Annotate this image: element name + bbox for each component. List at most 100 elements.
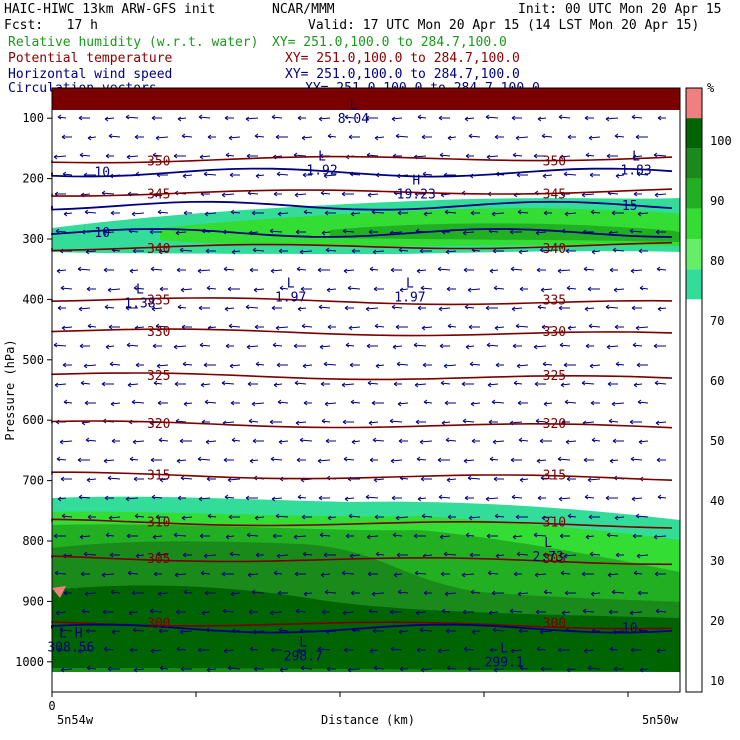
vector-arrow <box>347 667 361 673</box>
vector-arrow <box>614 324 624 330</box>
vector-arrow <box>367 192 379 198</box>
vector-arrow <box>542 552 552 558</box>
vector-arrow <box>176 458 187 464</box>
vector-arrow <box>467 287 481 293</box>
vector-arrow <box>155 323 169 329</box>
x-origin-label: 0 <box>48 699 55 713</box>
vector-arrow <box>446 286 456 292</box>
colorbar-segment <box>686 178 702 209</box>
vector-arrow <box>509 229 522 235</box>
extremum-marker: L <box>544 536 552 551</box>
vector-arrow <box>653 343 666 349</box>
vector-arrow <box>419 439 433 445</box>
vector-arrow <box>207 513 217 519</box>
vector-arrow <box>275 134 288 140</box>
vector-arrow <box>656 457 666 463</box>
vector-arrow <box>158 437 169 443</box>
vector-arrow <box>153 571 162 577</box>
vector-arrow <box>341 191 354 197</box>
vector-arrow <box>351 439 361 445</box>
vector-arrow <box>158 249 169 255</box>
vector-arrow <box>493 476 504 482</box>
vector-arrow <box>371 591 385 597</box>
vector-arrow <box>444 209 457 215</box>
wind-contour-line <box>51 228 673 238</box>
vector-arrow <box>398 438 408 444</box>
colorbar-tick-label: 70 <box>710 314 724 328</box>
vector-arrow <box>87 514 96 520</box>
colorbar-segment <box>686 88 702 119</box>
vector-arrow <box>255 361 265 367</box>
vector-arrow <box>470 401 481 407</box>
vector-arrow <box>445 628 456 634</box>
vector-arrow <box>56 268 67 274</box>
plot-frame <box>51 87 681 693</box>
extremum-value: 1.83 <box>620 163 651 178</box>
wind-contour-label: 10 <box>94 166 110 181</box>
extremum-value: 1.97 <box>275 290 306 305</box>
vector-arrow <box>107 287 121 293</box>
vector-arrow <box>421 134 432 140</box>
vector-arrow <box>493 285 505 291</box>
vector-arrow <box>321 230 331 236</box>
vector-arrow <box>582 608 595 614</box>
vector-arrow <box>128 610 139 616</box>
vector-arrow <box>535 609 546 615</box>
vector-arrow <box>372 628 384 634</box>
vector-arrow <box>588 514 600 520</box>
vector-arrow <box>79 343 90 349</box>
vector-arrow <box>302 363 313 369</box>
vector-arrow <box>231 249 241 255</box>
vector-arrow <box>273 191 282 197</box>
vector-arrow <box>630 647 642 653</box>
vector-arrow <box>487 570 499 576</box>
vector-arrow <box>470 589 481 595</box>
y-tick-label: 800 <box>22 534 44 548</box>
vector-arrow <box>558 305 570 311</box>
vector-arrow <box>510 266 523 272</box>
extremum-marker: L <box>632 149 640 164</box>
vector-arrow <box>350 399 361 405</box>
vector-arrow <box>543 401 553 407</box>
vector-arrow <box>366 343 378 349</box>
vector-arrow <box>447 135 457 141</box>
vector-arrow <box>420 476 432 482</box>
vector-arrow <box>133 285 145 291</box>
colorbar-tick-label: 90 <box>710 194 724 208</box>
vector-arrow <box>248 418 259 424</box>
vector-arrow <box>374 135 385 141</box>
extremum-value: 1.38 <box>124 296 155 311</box>
vector-arrow <box>444 400 456 406</box>
wind-contour-label: 15 <box>622 199 638 214</box>
vector-arrow <box>566 476 576 482</box>
vector-arrow <box>276 362 288 368</box>
vector-arrow <box>416 647 426 653</box>
colorbar-tick-label: 80 <box>710 254 724 268</box>
vector-arrow <box>369 266 379 272</box>
vector-arrow <box>536 267 546 273</box>
vector-arrow <box>156 363 169 369</box>
vector-arrow <box>227 286 240 292</box>
vector-arrow <box>157 209 169 215</box>
theta-contour-line <box>51 518 673 529</box>
theta-contour-label: 320 <box>147 417 170 432</box>
vector-arrow <box>321 609 330 615</box>
vector-arrow <box>63 211 73 217</box>
field-wind-name: Horizontal wind speed <box>8 67 173 82</box>
colorbar-segment <box>686 118 702 149</box>
vector-arrow <box>583 457 594 463</box>
colorbar-segment <box>686 359 702 390</box>
vector-arrow <box>175 230 187 236</box>
vector-arrow <box>465 153 474 159</box>
vector-arrow <box>581 571 594 577</box>
vector-arrow <box>437 457 450 463</box>
vector-arrow <box>249 458 259 464</box>
vector-arrow <box>589 551 601 557</box>
vector-arrow <box>344 496 355 502</box>
vector-arrow <box>269 228 283 234</box>
vector-arrow <box>390 458 403 464</box>
vector-arrow <box>110 589 121 595</box>
vector-arrow <box>636 553 649 559</box>
vector-arrow <box>558 496 571 502</box>
vector-arrow <box>180 475 193 481</box>
